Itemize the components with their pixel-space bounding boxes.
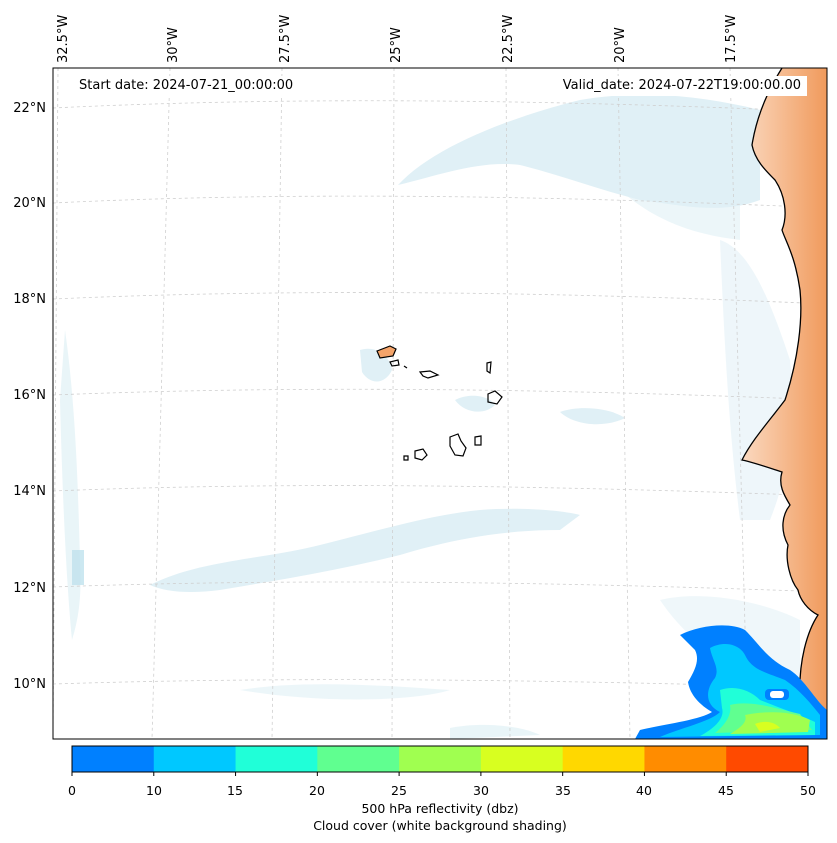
lat-label: 10°N xyxy=(13,677,46,692)
island-boa-vista xyxy=(487,390,503,405)
lat-label: 16°N xyxy=(13,388,46,403)
colorbar-swatch xyxy=(480,746,564,772)
island-maio xyxy=(474,435,482,446)
colorbar-label: 500 hPa reflectivity (dbz) xyxy=(361,801,519,816)
island-sal xyxy=(486,361,492,375)
latitude-labels: 22°N 20°N 18°N 16°N 14°N 12°N 10°N xyxy=(13,101,46,692)
island-sao-vicente xyxy=(389,359,400,367)
lon-label: 32.5°W xyxy=(56,15,71,63)
colorbar-tick-label: 10 xyxy=(146,783,162,798)
island-santo-antao xyxy=(376,345,397,359)
colorbar-tick-label: 20 xyxy=(309,783,325,798)
map-frame xyxy=(52,67,828,740)
start-date-label: Start date: 2024-07-21_00:00:00 xyxy=(73,76,300,96)
island-sao-nicolau xyxy=(418,370,440,379)
colorbar-swatch xyxy=(72,746,155,772)
lat-label: 14°N xyxy=(13,484,46,499)
colorbar-tick-label: 15 xyxy=(227,783,243,798)
colorbar-sublabel: Cloud cover (white background shading) xyxy=(313,818,567,833)
colorbar-tick-label: 40 xyxy=(636,783,652,798)
colorbar-tick-label: 25 xyxy=(391,783,407,798)
valid-date-label: Valid_date: 2024-07-22T19:00:00.00 xyxy=(556,76,807,96)
lon-label: 25°W xyxy=(389,27,404,63)
colorbar-tick-label: 30 xyxy=(473,783,489,798)
colorbar-tick-label: 35 xyxy=(555,783,571,798)
colorbar-tick-label: 50 xyxy=(800,783,816,798)
colorbar-swatch xyxy=(235,746,318,772)
colorbar-swatch xyxy=(562,746,645,772)
african-coast-land xyxy=(742,68,827,739)
grid-lines xyxy=(53,68,827,739)
map-area xyxy=(53,68,827,739)
lon-label: 22.5°W xyxy=(501,15,516,63)
lat-label: 12°N xyxy=(13,581,46,596)
lon-label: 30°W xyxy=(166,27,181,63)
lon-label: 20°W xyxy=(613,27,628,63)
colorbar-swatch xyxy=(726,746,809,772)
longitude-labels: 32.5°W 30°W 27.5°W 25°W 22.5°W 20°W 17.5… xyxy=(56,15,739,63)
colorbar-tick-marks xyxy=(71,772,809,776)
colorbar-tick-label: 0 xyxy=(68,783,76,798)
lat-label: 18°N xyxy=(13,292,46,307)
reflectivity-area xyxy=(635,625,827,739)
colorbar-swatch xyxy=(153,746,237,772)
colorbar-frame xyxy=(71,745,809,773)
lon-label: 27.5°W xyxy=(278,15,293,63)
lat-label: 22°N xyxy=(13,101,46,116)
colorbar xyxy=(72,746,809,772)
island-santiago xyxy=(449,433,467,457)
cape-verde-islands xyxy=(376,345,503,461)
colorbar-swatch xyxy=(399,746,482,772)
island-brava xyxy=(403,455,409,461)
island-fogo xyxy=(414,448,428,461)
lat-label: 20°N xyxy=(13,196,46,211)
colorbar-swatch xyxy=(644,746,727,772)
colorbar-tick-label: 45 xyxy=(718,783,734,798)
island-santa-luzia xyxy=(403,365,408,369)
lon-label: 17.5°W xyxy=(724,15,739,63)
cloud-cover-shading xyxy=(60,94,800,739)
coastline xyxy=(741,68,819,701)
colorbar-swatch xyxy=(317,746,400,772)
